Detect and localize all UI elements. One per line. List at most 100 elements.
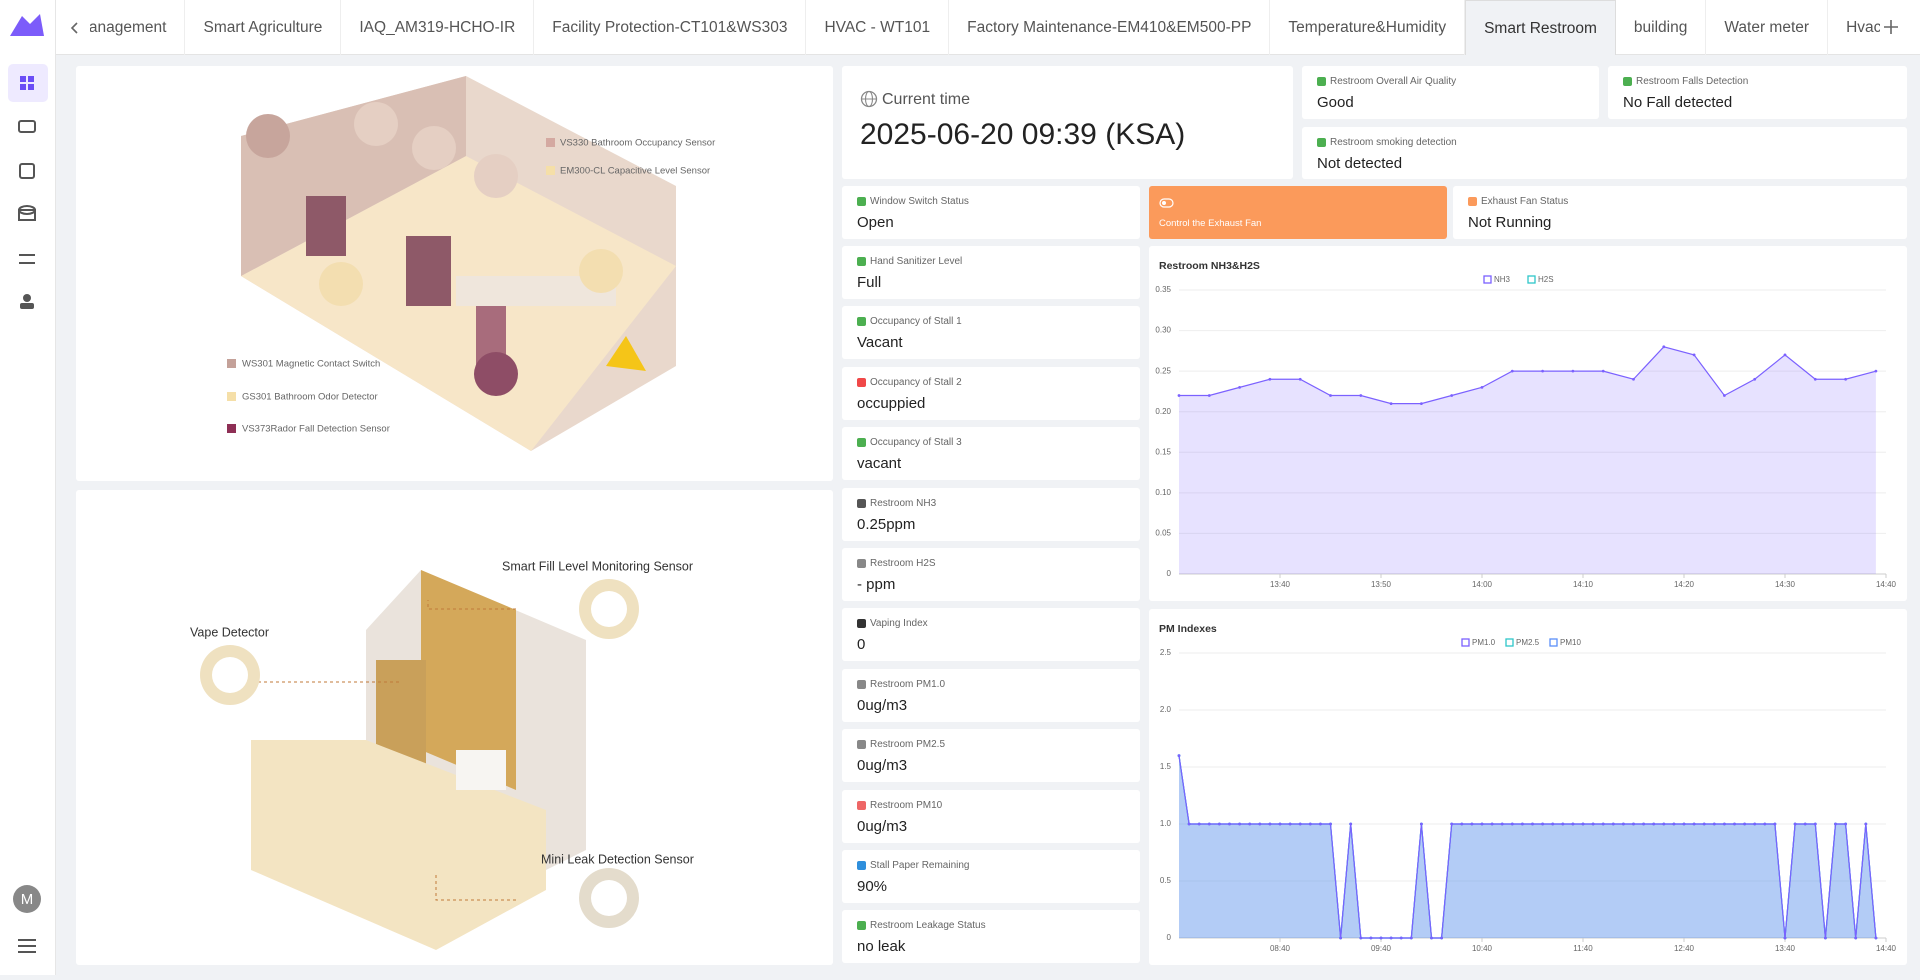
point [1541, 369, 1544, 373]
point [1319, 822, 1322, 826]
logo [10, 14, 44, 36]
tab[interactable]: Smart Restroom [1465, 0, 1616, 55]
y-tick-label: 2.5 [1160, 648, 1172, 657]
toggle-icon [1159, 198, 1174, 208]
point [1389, 402, 1393, 405]
legend-swatch [227, 424, 236, 433]
chart-title: PM Indexes [1159, 623, 1217, 635]
card-label-row: Restroom PM2.5 [857, 739, 945, 750]
sensor-pin [319, 262, 363, 306]
point [1662, 345, 1666, 349]
point [1753, 377, 1757, 381]
legend-swatch [1527, 275, 1536, 284]
point [1238, 822, 1241, 826]
line [1178, 755, 1877, 939]
y-tick-label: 0.15 [1155, 447, 1171, 456]
point [1329, 394, 1332, 397]
area [1179, 755, 1876, 938]
card-icon [857, 317, 866, 327]
legend-label: GS301 Bathroom Odor Detector [242, 392, 378, 403]
stall-door [306, 196, 346, 256]
sensor-pin [474, 352, 518, 396]
card-label-row: Vaping Index [857, 618, 928, 629]
point [1662, 822, 1666, 826]
tab[interactable]: Facility Protection-CT101&WS303 [534, 0, 807, 55]
point [1369, 936, 1373, 940]
tab[interactable]: IAQ_AM319-HCHO-IR [341, 0, 535, 55]
point [1813, 822, 1817, 826]
point [1692, 822, 1696, 826]
nav-apps[interactable] [19, 163, 35, 179]
back-wall [421, 570, 516, 790]
point [1480, 385, 1484, 389]
card-icon [1623, 77, 1632, 86]
point [1420, 402, 1423, 405]
nav-devices[interactable] [18, 120, 36, 133]
status-card: Window Switch Status Open [842, 186, 1140, 239]
collapse-button[interactable] [18, 939, 36, 953]
card-label: Restroom NH3 [870, 497, 937, 509]
sensor-label: Mini Leak Detection Sensor [541, 852, 694, 866]
x-tick-label: 14:00 [1472, 580, 1493, 589]
point [1743, 822, 1746, 826]
y-tick-label: 0.05 [1155, 529, 1171, 538]
point [1723, 822, 1726, 826]
legend-label: H2S [1538, 275, 1554, 284]
point [1480, 822, 1484, 826]
nav-rules[interactable] [19, 254, 35, 264]
toilet [456, 750, 506, 790]
y-tick-label: 0.25 [1155, 366, 1171, 375]
exhaust-fan-button[interactable]: Control the Exhaust Fan [1149, 186, 1447, 239]
point [1672, 822, 1676, 826]
tab[interactable]: Factory Maintenance-EM410&EM500-PP [949, 0, 1271, 55]
restroom-illustration: VS330 Bathroom Occupancy Sensor EM300-CL… [227, 76, 715, 451]
y-tick-label: 0.30 [1155, 326, 1171, 335]
point [1611, 822, 1615, 826]
point [1712, 822, 1716, 826]
avatar[interactable] [13, 885, 41, 913]
tabs-prev[interactable] [68, 20, 82, 36]
status-card: Vaping Index 0 [842, 608, 1140, 662]
current-time-label: Current time [882, 91, 971, 108]
tab[interactable]: building [1616, 0, 1707, 55]
card-label: Exhaust Fan Status [1481, 196, 1569, 207]
status-card: Restroom Overall Air Quality Good [1302, 66, 1599, 119]
tab[interactable]: Smart Agriculture [185, 0, 342, 55]
tab[interactable]: Temperature&Humidity [1270, 0, 1466, 55]
y-tick-label: 1.0 [1160, 819, 1172, 828]
tab[interactable]: Water meter [1706, 0, 1829, 55]
add-tab[interactable] [1882, 18, 1900, 36]
card-value: 0ug/m3 [857, 757, 908, 775]
sensor-pin [579, 249, 623, 293]
y-tick-label: 0.5 [1160, 876, 1172, 885]
illustration-panel: VS330 Bathroom Occupancy Sensor EM300-CL… [76, 66, 833, 481]
point [1581, 822, 1585, 826]
card-label: Occupancy of Stall 2 [870, 376, 962, 388]
point [1874, 936, 1878, 940]
legend-swatch [546, 138, 555, 147]
point [1854, 936, 1858, 940]
legend-swatch [1549, 638, 1558, 647]
card-value: 0 [857, 636, 866, 654]
point [1773, 822, 1777, 826]
sensor-label: Smart Fill Level Monitoring Sensor [502, 559, 693, 573]
nav-dashboard[interactable] [8, 64, 48, 102]
card-label: Occupancy of Stall 3 [870, 437, 962, 449]
y-tick-label: 1.5 [1160, 762, 1172, 771]
chart-card: Restroom NH3&H2S NH3 H2S 0 0.05 0.10 0.15 0.20 0… [1149, 246, 1907, 601]
nav-user[interactable] [23, 294, 31, 302]
tab[interactable]: HVAC - WT101 [806, 0, 950, 55]
card-label: Restroom Leakage Status [870, 920, 986, 932]
card-label: Restroom smoking detection [1330, 137, 1457, 148]
x-tick-label: 13:40 [1270, 580, 1291, 589]
point [1551, 822, 1555, 826]
x-tick-label: 13:50 [1371, 580, 1392, 589]
point [1359, 936, 1363, 940]
chart-card: PM Indexes PM1.0 PM2.5 PM10 0 0.5 1.0 1.5 2.0 2.5… [1149, 609, 1907, 965]
point [1500, 822, 1504, 826]
card-label: Occupancy of Stall 1 [870, 316, 962, 328]
tab[interactable]: Hvac [1828, 0, 1880, 55]
point [1531, 822, 1534, 826]
